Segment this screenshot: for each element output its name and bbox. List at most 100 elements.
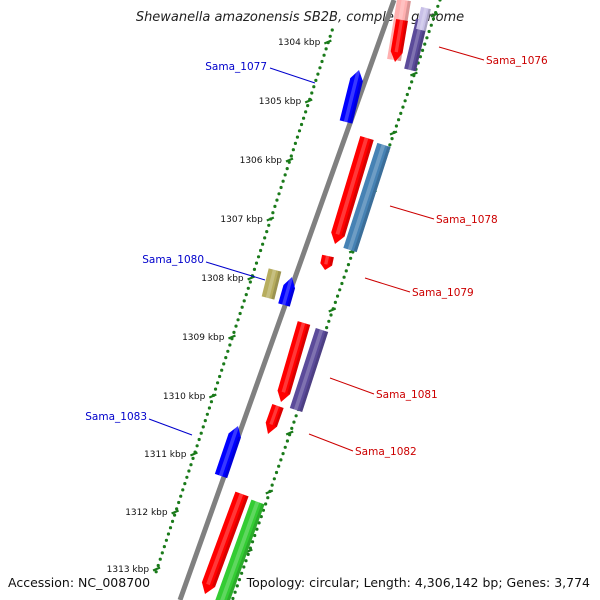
track-dot	[162, 545, 166, 549]
gene-labels: Sama_1076 Sama_1077 Sama_1078 Sama_1079 Sama…	[85, 55, 548, 458]
track-dot	[418, 55, 422, 59]
kbp-tick	[328, 307, 337, 313]
track-dot	[314, 78, 318, 82]
track-dot	[168, 526, 173, 530]
track-dot	[279, 185, 283, 190]
gene-sama-1080-khaki	[261, 268, 282, 300]
track-dot	[170, 519, 175, 524]
gene-sama-1076-body	[390, 19, 408, 62]
kbp-tick	[409, 71, 418, 77]
track-dot	[256, 255, 261, 259]
kbp-tick-label: 1311 kbp	[144, 450, 187, 460]
track-dot	[231, 596, 235, 600]
leader-line	[329, 377, 375, 395]
track-dot	[232, 330, 236, 334]
track-dot	[224, 356, 228, 360]
track-dot	[236, 318, 240, 322]
track-dot	[237, 578, 242, 582]
track-dot	[333, 300, 337, 304]
track-dot	[238, 311, 242, 316]
gene-label-sama-1080: Sama_1080	[142, 254, 204, 266]
label-leader-lines	[148, 46, 485, 452]
track-dot	[248, 280, 252, 284]
gene-sama-1078	[331, 135, 374, 244]
gene-label-sama-1083: Sama_1083	[85, 411, 147, 423]
track-dot	[431, 17, 436, 21]
gene-lavender	[416, 6, 431, 32]
track-dot	[279, 458, 283, 462]
kbp-tick-label: 1310 kbp	[163, 392, 206, 402]
track-dot	[328, 34, 332, 38]
track-dot	[438, 0, 442, 2]
track-dot	[252, 267, 257, 271]
track-dot	[154, 570, 158, 574]
track-dot	[175, 507, 179, 511]
track-dot	[281, 452, 285, 456]
track-dot	[316, 72, 320, 76]
track-dot	[281, 179, 285, 183]
kbp-tick-label: 1304 kbp	[278, 38, 321, 48]
track-dot	[295, 135, 300, 139]
track-dot	[185, 475, 189, 479]
track-dot	[394, 124, 399, 128]
track-dot	[274, 470, 279, 475]
track-dot	[246, 552, 250, 557]
kbp-tick	[208, 393, 217, 399]
track-dot	[183, 482, 187, 486]
outer-kbp-ticks: 1304 kbp 1305 kbp 1306 kbp 1307 kbp 1308 kbp…	[107, 38, 332, 575]
track-dot	[310, 91, 314, 95]
track-dot	[228, 343, 232, 347]
track-dot	[306, 104, 310, 108]
kbp-tick	[304, 98, 313, 104]
kbp-tick	[323, 39, 332, 45]
kbp-tick	[285, 157, 294, 163]
track-dot	[283, 445, 287, 449]
track-dot	[205, 412, 209, 416]
leader-line	[389, 205, 435, 220]
track-dot	[277, 464, 281, 468]
track-dot	[388, 143, 392, 147]
track-dot	[271, 211, 275, 215]
track-dot	[289, 154, 293, 158]
track-dot	[244, 293, 248, 297]
track-dot	[213, 387, 218, 391]
track-dot	[250, 540, 255, 544]
track-dot	[215, 381, 220, 385]
track-dot	[429, 23, 433, 27]
track-dot	[403, 99, 407, 103]
genome-info-text: Topology: circular; Length: 4,306,142 bp…	[246, 575, 590, 590]
track-dot	[335, 294, 340, 298]
track-dot	[322, 53, 326, 57]
track-dot	[242, 565, 246, 569]
gene-sama-1079	[320, 254, 334, 270]
track-dot	[299, 122, 304, 127]
track-dot	[207, 406, 211, 410]
accession-text: Accession: NC_008700	[8, 575, 151, 590]
track-dot	[244, 559, 248, 563]
kbp-tick	[228, 334, 236, 340]
track-dot	[255, 527, 259, 531]
track-dot	[263, 236, 267, 240]
track-dot	[349, 256, 353, 260]
track-dot	[240, 571, 244, 575]
track-dot	[401, 105, 405, 109]
gene-label-sama-1079: Sama_1079	[412, 287, 474, 299]
track-dot	[342, 275, 346, 279]
leader-line	[364, 277, 411, 293]
track-dot	[427, 29, 431, 34]
kbp-tick-label: 1307 kbp	[220, 215, 263, 225]
track-dot	[304, 110, 308, 114]
track-dot	[265, 230, 269, 234]
track-dot	[273, 204, 277, 208]
track-dot	[164, 538, 169, 542]
gene-label-sama-1077: Sama_1077	[205, 61, 267, 73]
track-dot	[240, 305, 244, 309]
kbp-tick	[266, 216, 275, 222]
track-dot	[254, 261, 259, 265]
track-dot	[283, 173, 287, 177]
leader-line	[205, 261, 266, 281]
track-dot	[292, 420, 296, 424]
track-dot	[338, 288, 342, 292]
track-dot	[209, 400, 214, 404]
